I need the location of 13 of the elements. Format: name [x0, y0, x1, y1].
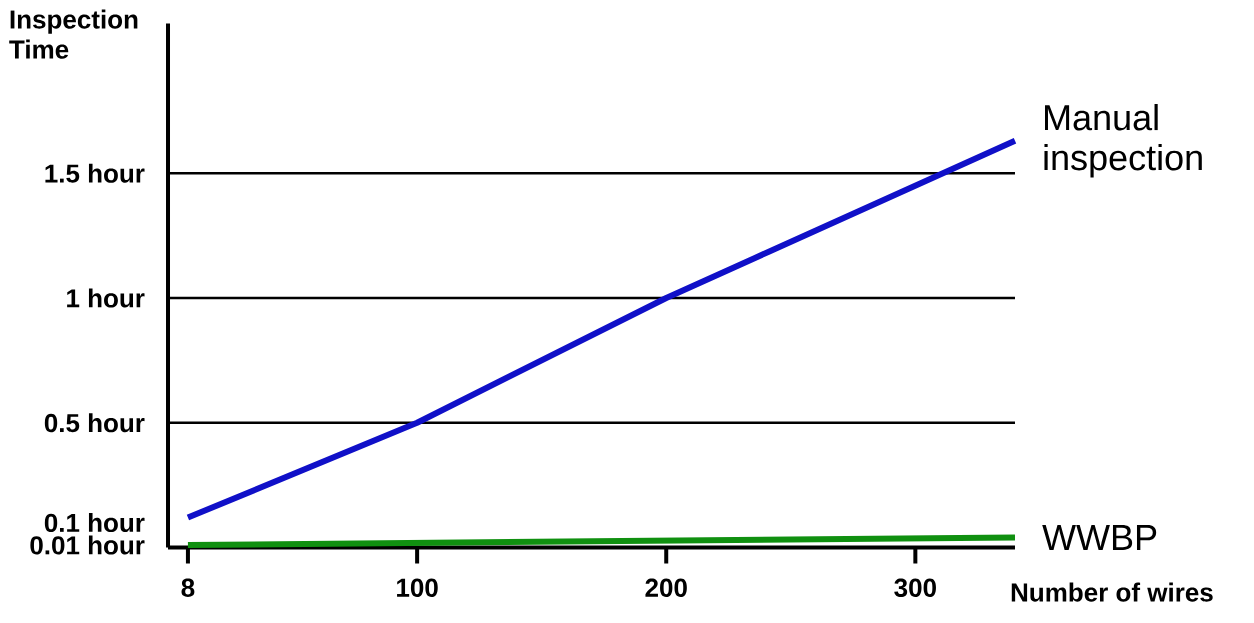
x-tick-label: 100	[397, 578, 438, 597]
series-label: Manual inspection	[1044, 103, 1202, 178]
x-tick-label: 200	[645, 578, 687, 597]
y-tick-label: 0.1 hour	[44, 512, 145, 533]
x-tick-label: 8	[181, 578, 195, 597]
x-axis-title: Number of wires	[1011, 582, 1213, 602]
x-tick-label: 300	[894, 578, 936, 598]
y-tick-label: 0.01 hour	[30, 535, 145, 555]
y-tick-label: 1 hour	[67, 288, 145, 308]
y-axis-title: Inspection Time	[9, 9, 138, 59]
series-label: WWBP	[1042, 525, 1157, 550]
y-tick-label: 1.5 hour	[45, 163, 145, 183]
y-tick-label: 0.5 hour	[44, 413, 145, 433]
